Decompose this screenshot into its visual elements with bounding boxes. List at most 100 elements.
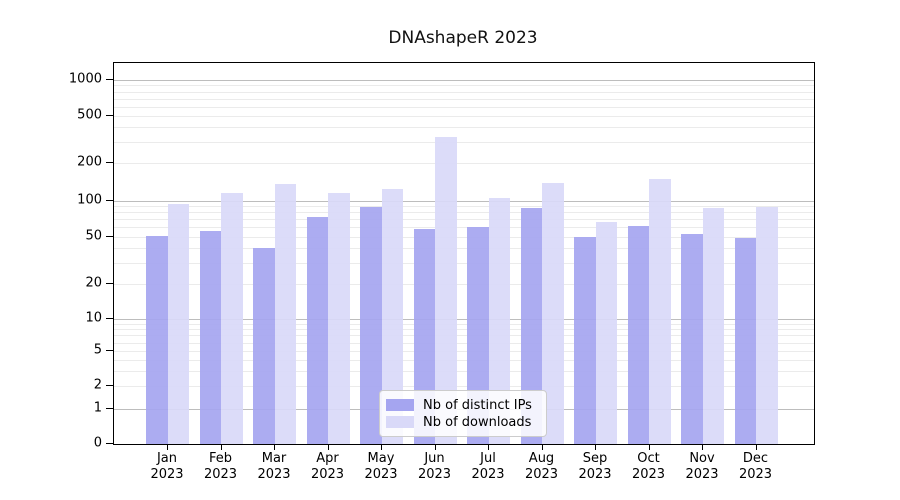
bar-downloads-dec bbox=[756, 206, 778, 444]
x-axis-tick bbox=[755, 444, 757, 450]
x-axis-tick-label: Sep 2023 bbox=[578, 451, 612, 482]
bar-downloads-nov bbox=[702, 207, 724, 444]
minor-gridline bbox=[114, 284, 814, 285]
minor-gridline bbox=[114, 106, 814, 108]
x-axis-tick-label: Jun 2023 bbox=[417, 451, 452, 482]
bar-downloads-oct bbox=[649, 179, 671, 444]
y-axis-tick-label: 2 bbox=[93, 377, 102, 393]
y-axis-tick bbox=[106, 115, 113, 116]
bar-downloads-mar bbox=[274, 183, 296, 444]
minor-gridline bbox=[114, 342, 814, 344]
y-axis-tick-label: 20 bbox=[85, 275, 102, 291]
minor-gridline bbox=[114, 335, 814, 337]
bar-distinct-ips-oct bbox=[627, 225, 649, 444]
y-axis-tick bbox=[106, 79, 113, 80]
bar-distinct-ips-aug bbox=[520, 208, 542, 444]
minor-gridline bbox=[114, 329, 814, 331]
x-axis-tick-label: Feb 2023 bbox=[203, 451, 238, 482]
major-gridline bbox=[114, 80, 814, 81]
bar-distinct-ips-feb bbox=[199, 231, 221, 444]
minor-gridline bbox=[114, 386, 814, 387]
y-axis-tick-label: 200 bbox=[77, 154, 102, 170]
x-axis-tick-label: Apr 2023 bbox=[310, 451, 345, 482]
y-axis-tick-label: 500 bbox=[77, 107, 102, 123]
minor-gridline bbox=[114, 91, 814, 93]
x-axis-tick-label: Dec 2023 bbox=[738, 451, 773, 482]
minor-gridline bbox=[114, 219, 814, 221]
legend: Nb of distinct IPs Nb of downloads bbox=[379, 390, 547, 437]
plot-area bbox=[113, 62, 815, 445]
y-axis-tick-label: 100 bbox=[77, 192, 102, 207]
minor-gridline bbox=[114, 142, 814, 144]
bar-downloads-may bbox=[381, 189, 403, 444]
minor-gridline bbox=[114, 263, 814, 265]
bar-distinct-ips-jul bbox=[467, 226, 489, 444]
x-axis-tick-label: Mar 2023 bbox=[257, 451, 291, 482]
x-axis-tick bbox=[167, 444, 168, 450]
legend-swatch-downloads bbox=[386, 416, 414, 428]
bar-distinct-ips-mar bbox=[253, 248, 275, 444]
bar-downloads-feb bbox=[221, 193, 243, 444]
bar-distinct-ips-may bbox=[360, 207, 382, 444]
y-axis-tick-label: 0 bbox=[93, 435, 102, 451]
x-axis-tick bbox=[541, 444, 543, 450]
x-axis-tick bbox=[488, 444, 489, 450]
y-axis-tick bbox=[106, 385, 113, 386]
y-axis-tick-label: 1000 bbox=[68, 71, 102, 87]
x-axis-tick-label: Oct 2023 bbox=[631, 451, 666, 482]
major-gridline bbox=[114, 200, 814, 202]
minor-gridline bbox=[114, 127, 814, 129]
bar-downloads-sep bbox=[595, 222, 617, 444]
y-axis-tick bbox=[106, 318, 113, 319]
major-gridline bbox=[114, 319, 814, 320]
minor-gridline bbox=[114, 212, 814, 214]
minor-gridline bbox=[114, 116, 814, 117]
minor-gridline bbox=[114, 163, 814, 164]
bar-downloads-jun bbox=[435, 136, 457, 444]
x-axis-tick bbox=[648, 444, 650, 450]
y-axis-tick bbox=[106, 283, 113, 284]
chart-title: DNAshapeR 2023 bbox=[388, 28, 538, 48]
x-axis-tick-label: Jan 2023 bbox=[150, 451, 184, 482]
y-axis-tick bbox=[106, 350, 113, 351]
x-axis-tick bbox=[595, 444, 596, 450]
y-axis-tick bbox=[106, 236, 113, 237]
minor-gridline bbox=[114, 206, 814, 208]
y-axis-tick-label: 1 bbox=[93, 400, 102, 416]
x-axis-tick bbox=[434, 444, 436, 450]
bar-downloads-jul bbox=[488, 197, 510, 444]
bar-distinct-ips-sep bbox=[574, 237, 596, 444]
x-axis-tick-label: Jul 2023 bbox=[471, 451, 505, 482]
bar-downloads-aug bbox=[542, 183, 564, 444]
minor-gridline bbox=[114, 98, 814, 100]
bar-downloads-apr bbox=[328, 192, 350, 444]
x-axis-tick-label: Nov 2023 bbox=[685, 451, 719, 482]
x-axis-tick bbox=[702, 444, 703, 450]
x-axis-tick bbox=[274, 444, 275, 450]
minor-gridline bbox=[114, 248, 814, 250]
bar-distinct-ips-nov bbox=[681, 233, 703, 444]
x-axis-tick-label: May 2023 bbox=[364, 451, 398, 482]
y-axis-tick-label: 5 bbox=[93, 342, 102, 358]
bar-downloads-jan bbox=[167, 204, 189, 444]
minor-gridline bbox=[114, 227, 814, 229]
y-axis-tick bbox=[106, 162, 113, 163]
minor-gridline bbox=[114, 370, 814, 372]
y-axis-tick-label: 50 bbox=[85, 228, 102, 244]
minor-gridline bbox=[114, 85, 814, 87]
y-axis-tick-label: 10 bbox=[85, 310, 102, 326]
minor-gridline bbox=[114, 359, 814, 361]
x-axis-tick bbox=[327, 444, 329, 450]
x-axis-tick bbox=[381, 444, 382, 450]
legend-row-distinct-ips: Nb of distinct IPs bbox=[386, 397, 538, 413]
minor-gridline bbox=[114, 351, 814, 352]
x-axis-tick-label: Aug 2023 bbox=[524, 451, 559, 482]
legend-label-downloads: Nb of downloads bbox=[423, 414, 532, 430]
x-axis-tick bbox=[220, 444, 222, 450]
bar-distinct-ips-jan bbox=[146, 236, 168, 444]
bar-distinct-ips-dec bbox=[734, 238, 756, 444]
legend-label-distinct-ips: Nb of distinct IPs bbox=[423, 397, 532, 413]
minor-gridline bbox=[114, 237, 814, 238]
legend-swatch-distinct-ips bbox=[386, 399, 414, 411]
